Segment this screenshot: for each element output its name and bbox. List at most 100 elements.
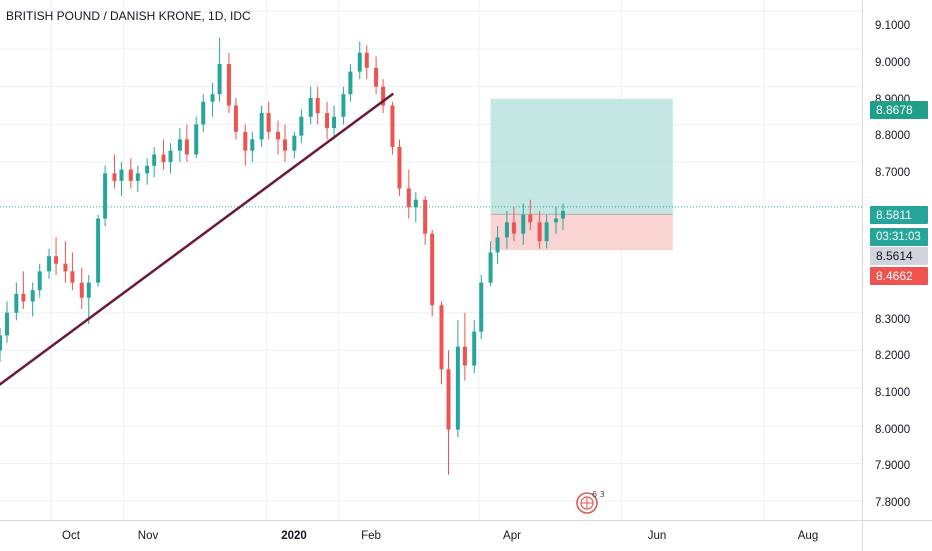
candle-body (544, 222, 549, 242)
time-label: Jun (647, 530, 667, 542)
candle-body (397, 146, 402, 189)
candle-body (96, 218, 101, 283)
candle-body (390, 105, 395, 147)
candle-body (488, 252, 493, 283)
candle-body (462, 346, 467, 366)
candle-body (5, 312, 10, 336)
candle-body (161, 154, 166, 163)
candle-body (275, 131, 280, 140)
candle-body (79, 282, 84, 298)
candle-body (374, 67, 379, 87)
candle-body (135, 173, 140, 181)
candle-body (430, 233, 435, 306)
candle-body (259, 113, 264, 140)
candle-body (0, 335, 2, 351)
candle-body (201, 101, 206, 125)
price-tick: 8.0000 (875, 424, 911, 436)
candle-body (553, 218, 558, 223)
profit-zone (490, 98, 673, 215)
candle-body (472, 331, 477, 366)
time-axis[interactable]: Oct Nov 2020 Feb Apr Jun Aug (0, 520, 862, 551)
candle-body (194, 124, 199, 155)
price-tick: 8.8000 (875, 130, 911, 142)
candle-body (184, 139, 189, 155)
time-label: Aug (797, 530, 819, 542)
candle-body (406, 188, 411, 208)
candle-body (243, 131, 248, 151)
price-tick: 7.8000 (875, 497, 911, 509)
candle-body (103, 173, 108, 219)
candle-body (504, 222, 509, 238)
candle-body (348, 71, 353, 95)
trend-line (0, 92, 394, 386)
chart-title[interactable]: BRITISH POUND / DANISH KRONE, 1D, IDC (6, 9, 251, 23)
candle-body (560, 211, 565, 219)
candle-body (423, 199, 428, 234)
price-tick: 8.7000 (875, 167, 911, 179)
candle-body (495, 237, 500, 253)
price-tick: 8.1000 (875, 387, 911, 399)
candle-body (357, 52, 362, 72)
time-label: Feb (361, 530, 381, 542)
candle-body (112, 173, 117, 181)
candle-body (315, 97, 320, 114)
candle-body (381, 86, 386, 106)
current-price-tag: 8.5811 (870, 206, 928, 224)
candle-body (332, 116, 337, 129)
candle-body (308, 97, 313, 117)
candle-body (413, 199, 418, 208)
axis-corner (862, 520, 932, 551)
price-tick: 9.1000 (875, 20, 911, 32)
price-chart[interactable] (0, 0, 862, 520)
candle-body (168, 150, 173, 163)
time-label: 2020 (281, 530, 307, 542)
candle-body (37, 271, 42, 291)
price-tick: 7.9000 (875, 460, 911, 472)
candle-body (511, 222, 516, 234)
candle-body (364, 52, 369, 68)
candle-body (226, 64, 231, 106)
watermark-text: 6 3 (592, 490, 605, 499)
stop-price-tag: 8.4662 (870, 267, 928, 285)
loss-zone (490, 214, 673, 251)
candle-body (14, 293, 19, 313)
candle-body (266, 113, 271, 132)
candle-body (537, 222, 542, 242)
candle-body (521, 214, 526, 234)
candle-body (177, 139, 182, 151)
time-label: Apr (503, 530, 521, 542)
candle-body (282, 139, 287, 151)
candle-body (30, 290, 35, 302)
candle-body (119, 169, 124, 181)
time-label: Oct (62, 530, 80, 542)
candle-body (128, 169, 133, 181)
candle-body (292, 135, 297, 151)
price-tick: 9.0000 (875, 57, 911, 69)
target-price-tag: 8.8678 (870, 101, 928, 119)
candle-body (341, 94, 346, 117)
candle-body (325, 113, 330, 129)
candle-body (70, 271, 75, 283)
watermark-logo-icon: 6 3 (573, 487, 605, 519)
candle-body (63, 263, 68, 272)
candle-body (233, 105, 238, 132)
candle-body (210, 94, 215, 102)
candle-body (217, 64, 222, 95)
time-label: Nov (137, 530, 159, 542)
candle-body (299, 116, 304, 136)
candle-body (479, 282, 484, 332)
candle-body (21, 293, 26, 302)
price-tick: 8.3000 (875, 314, 911, 326)
candle-body (528, 214, 533, 223)
bar-countdown-tag: 03:31:03 (870, 228, 928, 246)
candle-body (54, 256, 59, 264)
entry-price-tag: 8.5614 (870, 247, 928, 265)
candle-body (152, 154, 157, 166)
candle-body (446, 369, 451, 430)
candle-body (455, 346, 460, 430)
candle-body (145, 165, 150, 174)
candle-body (47, 256, 52, 272)
candle-body (86, 282, 91, 298)
candle-body (250, 139, 255, 151)
candle-body (439, 305, 444, 370)
